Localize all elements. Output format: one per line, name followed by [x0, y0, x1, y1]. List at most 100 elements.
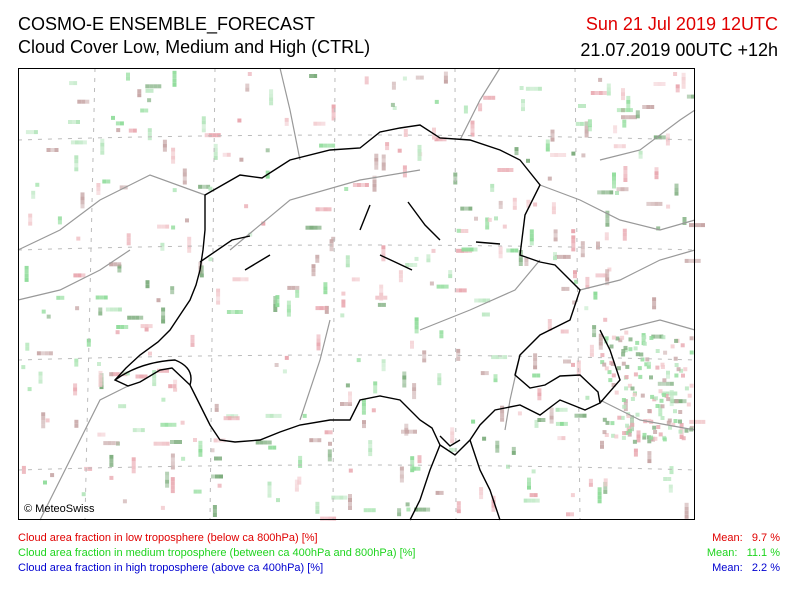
cloud-pixel: [372, 183, 377, 188]
cloud-pixel: [624, 431, 629, 435]
cloud-pixel: [315, 306, 320, 311]
cloud-pixel: [173, 379, 178, 384]
cloud-pixel: [210, 448, 215, 453]
cloud-pixel: [623, 174, 628, 178]
cloud-pixel: [668, 488, 673, 493]
cloud-pixel: [563, 359, 567, 364]
cloud-pixel: [498, 200, 503, 205]
cloud-pixel: [518, 262, 523, 266]
cloud-pixel: [618, 338, 623, 343]
cloud-pixel: [541, 418, 546, 422]
cloud-pixel: [385, 142, 390, 147]
cloud-pixel: [678, 399, 683, 404]
cloud-pixel: [647, 361, 651, 366]
cloud-pixel: [584, 306, 589, 311]
cloud-pixel: [127, 315, 132, 320]
cloud-pixel: [561, 286, 566, 291]
cloud-pixel: [171, 147, 176, 152]
cloud-pixel: [100, 150, 105, 155]
cloud-pixel: [277, 413, 282, 418]
cloud-pixel: [165, 441, 170, 446]
cloud-pixel: [501, 168, 506, 172]
cloud-pixel: [487, 95, 492, 100]
cloud-pixel: [157, 441, 162, 446]
cloud-pixel: [612, 176, 616, 181]
cloud-pixel: [689, 223, 693, 228]
cloud-pixel: [187, 244, 192, 249]
cloud-pixel: [414, 325, 419, 330]
cloud-pixel: [536, 373, 541, 378]
cloud-pixel: [479, 491, 484, 496]
cloud-pixel: [463, 105, 468, 110]
cloud-pixel: [693, 419, 698, 424]
cloud-pixel: [60, 295, 65, 300]
cloud-pixel: [80, 204, 85, 209]
cloud-pixel: [161, 397, 166, 402]
cloud-pixel: [613, 144, 618, 149]
copyright: © MeteoSwiss: [24, 503, 95, 515]
cloud-pixel: [165, 479, 170, 484]
cloud-pixel: [570, 512, 574, 517]
cloud-pixel: [282, 369, 287, 374]
mean-label: Mean:: [706, 547, 738, 559]
cloud-pixel: [621, 352, 626, 357]
cloud-pixel: [74, 163, 79, 168]
cloud-pixel: [661, 381, 666, 386]
cloud-pixel: [109, 462, 114, 467]
cloud-pixel: [616, 366, 621, 371]
cloud-pixel: [147, 98, 152, 103]
cloud-pixel: [560, 329, 565, 334]
cloud-pixel: [172, 188, 177, 193]
cloud-pixel: [348, 494, 352, 498]
cloud-pixel: [681, 72, 686, 77]
cloud-pixel: [109, 262, 114, 267]
cloud-pixel: [529, 233, 534, 238]
cloud-pixel: [549, 411, 554, 416]
cloud-pixel: [456, 501, 461, 506]
cloud-pixel: [533, 86, 538, 91]
cloud-pixel: [635, 340, 640, 345]
cloud-pixel: [669, 470, 674, 475]
cloud-pixel: [98, 378, 103, 383]
cloud-pixel: [139, 374, 144, 379]
cloud-pixel: [510, 248, 515, 253]
map-background: [18, 68, 695, 520]
cloud-pixel: [21, 465, 26, 470]
cloud-pixel: [470, 124, 475, 129]
cloud-pixel: [636, 438, 641, 443]
cloud-pixel: [402, 383, 407, 388]
cloud-pixel: [379, 288, 384, 293]
cloud-pixel: [573, 274, 577, 279]
cloud-pixel: [373, 381, 378, 386]
cloud-pixel: [587, 127, 592, 132]
cloud-pixel: [261, 221, 266, 226]
cloud-pixel: [437, 381, 442, 386]
cloud-pixel: [616, 108, 621, 113]
cloud-pixel: [259, 440, 264, 445]
cloud-pixel: [670, 344, 675, 349]
cloud-pixel: [650, 394, 655, 399]
cloud-pixel: [117, 264, 122, 269]
cloud-pixel: [165, 368, 169, 373]
cloud-pixel: [573, 270, 577, 275]
cloud-pixel: [199, 269, 204, 274]
cloud-pixel: [74, 419, 79, 424]
cloud-pixel: [464, 206, 469, 211]
cloud-pixel: [345, 383, 350, 388]
cloud-pixel: [485, 217, 490, 222]
cloud-pixel: [622, 404, 627, 409]
cloud-pixel: [597, 491, 602, 496]
cloud-pixel: [500, 409, 505, 414]
cloud-pixel: [367, 508, 372, 513]
cloud-pixel: [511, 446, 516, 451]
cloud-pixel: [410, 468, 415, 473]
cloud-pixel: [355, 277, 360, 282]
cloud-pixel: [632, 439, 637, 444]
cloud-pixel: [571, 151, 576, 156]
cloud-pixel: [297, 476, 302, 481]
cloud-pixel: [571, 243, 576, 248]
cloud-pixel: [584, 133, 589, 138]
cloud-pixel: [550, 153, 555, 157]
cloud-pixel: [609, 190, 614, 195]
cloud-pixel: [639, 352, 644, 357]
